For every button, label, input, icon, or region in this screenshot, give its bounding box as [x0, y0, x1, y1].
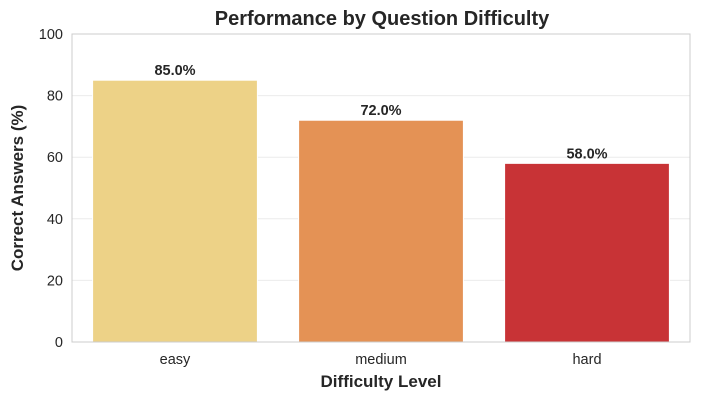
bar-easy: [92, 79, 258, 343]
bar-medium: [298, 119, 464, 343]
data-labels: 85.0% 72.0% 58.0%: [154, 63, 607, 162]
y-tick-label: 20: [47, 273, 63, 289]
y-tick-label: 40: [47, 212, 63, 228]
y-axis-label: Correct Answers (%): [8, 105, 27, 272]
y-tick-label: 0: [55, 335, 63, 351]
chart-title: Performance by Question Difficulty: [215, 8, 550, 30]
bars: [92, 79, 670, 343]
y-tick-label: 60: [47, 150, 63, 166]
y-axis-ticks: 0 20 40 60 80 100: [39, 27, 63, 351]
y-tick-label: 80: [47, 89, 63, 105]
y-tick-label: 100: [39, 27, 63, 43]
data-label-medium: 72.0%: [360, 103, 401, 119]
x-axis-ticks: easy medium hard: [160, 352, 602, 368]
plot-frame: [71, 33, 691, 343]
data-label-hard: 58.0%: [566, 146, 607, 162]
x-tick-label-hard: hard: [572, 352, 601, 368]
bar-hard: [504, 162, 670, 343]
x-tick-label-medium: medium: [355, 352, 407, 368]
x-tick-label-easy: easy: [160, 352, 191, 368]
data-label-easy: 85.0%: [154, 63, 195, 79]
x-axis-label: Difficulty Level: [321, 372, 442, 391]
